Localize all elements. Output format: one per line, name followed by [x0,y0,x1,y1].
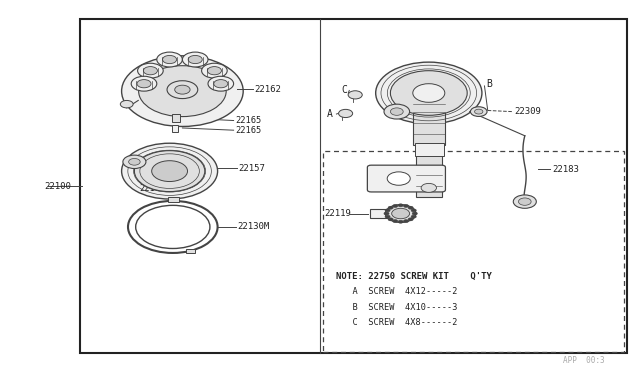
Text: 22162: 22162 [254,85,281,94]
Circle shape [384,104,410,119]
Text: 22157: 22157 [239,164,266,173]
Text: 22119: 22119 [324,209,351,218]
Circle shape [392,208,410,219]
Text: A  SCREW  4X12-----2: A SCREW 4X12-----2 [342,287,458,296]
Circle shape [188,55,202,64]
Circle shape [385,205,416,222]
Text: B: B [486,79,492,89]
Circle shape [152,161,188,182]
Circle shape [129,158,140,165]
Text: B  SCREW  4X10-----3: B SCREW 4X10-----3 [342,303,458,312]
Circle shape [390,108,403,115]
Bar [172,125,178,132]
Circle shape [398,204,403,207]
Circle shape [163,55,177,64]
Circle shape [157,52,182,67]
Circle shape [384,212,389,215]
Circle shape [398,220,403,223]
Circle shape [403,219,408,222]
Circle shape [128,201,218,253]
Text: 22183: 22183 [552,165,579,174]
Circle shape [208,76,234,91]
Circle shape [385,209,390,212]
Text: 22165: 22165 [236,126,262,135]
Circle shape [470,107,487,116]
Circle shape [182,52,208,67]
Circle shape [403,205,408,208]
Circle shape [513,195,536,208]
Circle shape [348,91,362,99]
Circle shape [411,215,416,218]
Text: 22165: 22165 [236,116,262,125]
Circle shape [388,206,393,209]
Bar [80,19,627,353]
Text: APP  00:3: APP 00:3 [563,356,605,365]
Text: NOTE: 22750 SCREW KIT    Q'TY: NOTE: 22750 SCREW KIT Q'TY [336,272,492,280]
Circle shape [388,218,393,221]
Circle shape [339,109,353,118]
Bar [168,197,179,202]
Circle shape [385,215,390,218]
Circle shape [393,205,398,208]
Circle shape [413,84,445,102]
Text: 22178A: 22178A [140,185,171,193]
Circle shape [139,66,226,116]
Text: C  SCREW  4X8------2: C SCREW 4X8------2 [342,318,458,327]
Circle shape [122,56,243,126]
Bar [413,91,445,145]
Circle shape [122,143,218,199]
Bar [416,154,442,197]
Circle shape [120,100,133,108]
Circle shape [134,151,205,192]
Circle shape [412,212,417,215]
Circle shape [137,80,151,88]
Text: A: A [327,109,333,119]
Bar [172,114,180,122]
Circle shape [390,71,467,115]
Circle shape [207,67,221,75]
Text: 22130M: 22130M [237,222,269,231]
Circle shape [123,155,146,169]
Bar [370,209,388,218]
Circle shape [387,172,410,185]
Circle shape [408,206,413,209]
Circle shape [136,205,210,248]
Bar [186,249,195,253]
Circle shape [138,63,163,78]
Circle shape [167,81,198,99]
Circle shape [131,76,157,91]
Circle shape [518,198,531,205]
Circle shape [474,109,483,114]
Text: 22309: 22309 [514,107,541,116]
Circle shape [411,209,416,212]
FancyBboxPatch shape [367,165,445,192]
Circle shape [143,67,157,75]
Circle shape [175,85,190,94]
Circle shape [421,183,436,192]
Circle shape [214,80,228,88]
Bar [415,143,444,156]
Text: 22100: 22100 [45,182,72,190]
Circle shape [202,63,227,78]
Circle shape [408,218,413,221]
Circle shape [376,62,482,124]
Bar [323,151,624,352]
Text: C: C [342,85,348,95]
Circle shape [393,219,398,222]
